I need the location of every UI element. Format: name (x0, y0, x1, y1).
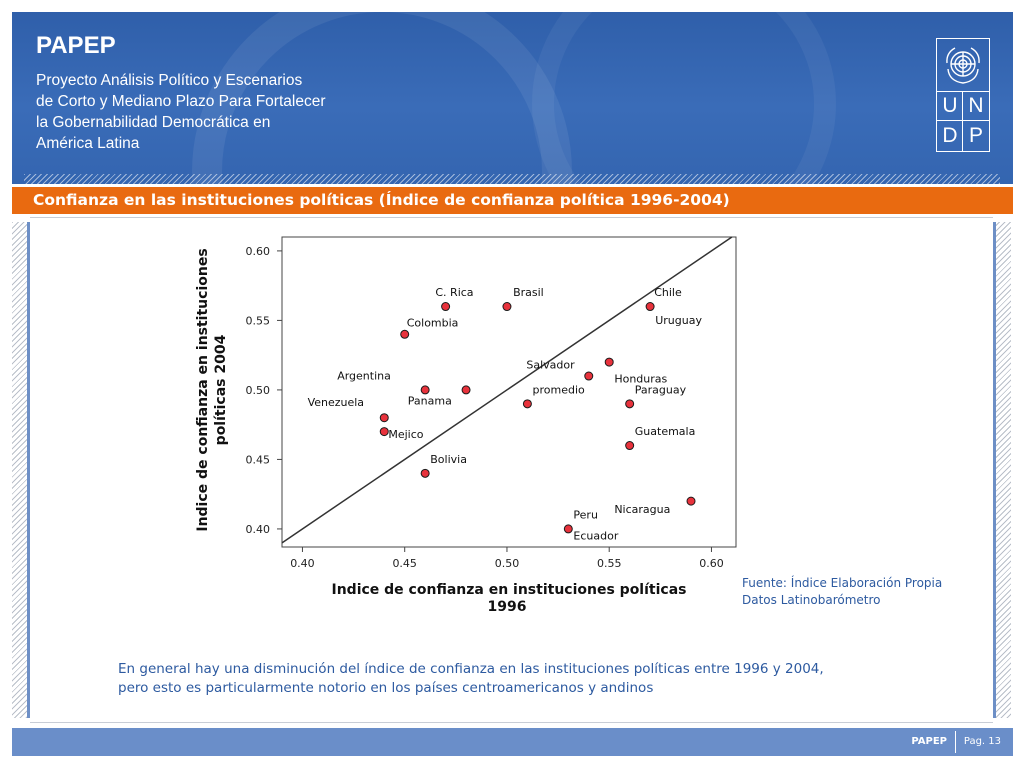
header-brand: PAPEP (36, 32, 116, 59)
data-point (420, 385, 430, 395)
page-number: Pag. 13 (963, 736, 1001, 747)
caption-line: En general hay una disminución del índic… (118, 661, 824, 677)
caption-line: pero esto es particularmente notorio en … (118, 680, 654, 696)
point-label: Argentina (337, 369, 391, 382)
point-label: Chile (654, 286, 682, 299)
point-label: Ecuador (573, 529, 618, 542)
un-emblem-icon (937, 39, 989, 92)
x-axis-title: Indice de confianza en instituciones pol… (332, 582, 687, 598)
reference-line-group (281, 236, 733, 544)
logo-letter: P (968, 124, 983, 147)
y-tick-label: 0.40 (246, 523, 271, 536)
data-point (686, 496, 696, 506)
data-point (584, 371, 594, 381)
divider (30, 217, 993, 218)
y-tick-label: 0.60 (246, 245, 271, 258)
data-point (400, 329, 410, 339)
source-note: Fuente: Índice Elaboración Propia Datos … (742, 575, 942, 609)
x-tick-label: 0.45 (392, 557, 417, 570)
point-label: Nicaragua (614, 503, 670, 516)
y-tick-label: 0.45 (246, 453, 271, 466)
logo-letter: N (968, 94, 984, 117)
logo-divider (962, 91, 963, 151)
caption: En general hay una disminución del índic… (118, 660, 824, 698)
data-point (625, 399, 635, 409)
data-point (461, 385, 471, 395)
point-label: Bolivia (430, 453, 467, 466)
x-tick-label: 0.40 (290, 557, 315, 570)
left-hatch-border (12, 222, 30, 718)
point-label: Uruguay (655, 314, 702, 327)
header-subtitle: Proyecto Análisis Político y Escenarios … (36, 70, 376, 154)
point-label: Guatemala (635, 425, 696, 438)
point-label: Salvador (526, 358, 575, 371)
x-tick-label: 0.60 (699, 557, 724, 570)
reference-line (281, 236, 733, 544)
header-hatch-strip (24, 174, 1000, 184)
point-label: Brasil (513, 286, 544, 299)
footer-separator (955, 731, 956, 753)
point-labels: C. Rica Brasil Colombia Chile Uruguay Salvado… (308, 286, 703, 542)
y-tick-label: 0.50 (246, 384, 271, 397)
data-points (379, 302, 696, 534)
y-axis-title: Indice de confianza en instituciones (195, 248, 211, 531)
border-edge (27, 222, 30, 718)
logo-letter: U (942, 94, 958, 117)
y-tick-label: 0.55 (246, 314, 271, 327)
point-label: Peru (573, 509, 598, 522)
x-axis-title: 1996 (488, 599, 527, 615)
header-banner: PAPEP Proyecto Análisis Político y Escen… (12, 12, 1013, 184)
y-axis-title: políticas 2004 (213, 334, 229, 445)
subtitle-line: de Corto y Mediano Plazo Para Fortalecer (36, 93, 326, 110)
source-line: Datos Latinobarómetro (742, 593, 881, 607)
slide-title: Confianza en las instituciones políticas… (33, 191, 730, 209)
plot-frame (281, 236, 737, 548)
axis-ticks: 0.40 0.45 0.50 0.55 0.60 0.40 0.45 0.50 0.55 0.60 (246, 245, 724, 570)
slide-title-bar: Confianza en las instituciones políticas… (12, 187, 1013, 214)
divider (30, 722, 993, 723)
right-hatch-border (993, 222, 1011, 718)
data-point (379, 427, 389, 437)
logo-divider (937, 120, 989, 121)
point-label: Mejico (388, 428, 423, 441)
border-edge (993, 222, 996, 718)
data-point (625, 441, 635, 451)
chart-axes (281, 236, 737, 548)
data-point (379, 413, 389, 423)
logo-letter: D (942, 124, 958, 147)
data-point (522, 399, 532, 409)
data-point (645, 302, 655, 312)
undp-logo: U N D P (936, 38, 990, 152)
subtitle-line: la Gobernabilidad Democrática en (36, 114, 271, 131)
point-label: Honduras (614, 372, 667, 385)
data-point (420, 468, 430, 478)
subtitle-line: Proyecto Análisis Político y Escenarios (36, 72, 303, 89)
source-line: Fuente: Índice Elaboración Propia (742, 576, 943, 590)
x-tick-label: 0.55 (597, 557, 622, 570)
axis-titles: Indice de confianza en instituciones pol… (195, 248, 686, 615)
point-label: Panama (408, 395, 452, 408)
point-label: Venezuela (308, 396, 365, 409)
x-tick-label: 0.50 (495, 557, 520, 570)
point-label: Colombia (407, 317, 459, 330)
data-point (563, 524, 573, 534)
subtitle-line: América Latina (36, 135, 140, 152)
data-point (604, 357, 614, 367)
data-point (441, 302, 451, 312)
point-label: promedio (533, 383, 586, 396)
footer-bar: PAPEP Pag. 13 (12, 728, 1013, 756)
point-label: Paraguay (635, 383, 687, 396)
data-point (502, 302, 512, 312)
footer-brand: PAPEP (911, 736, 947, 747)
point-label: C. Rica (435, 286, 473, 299)
